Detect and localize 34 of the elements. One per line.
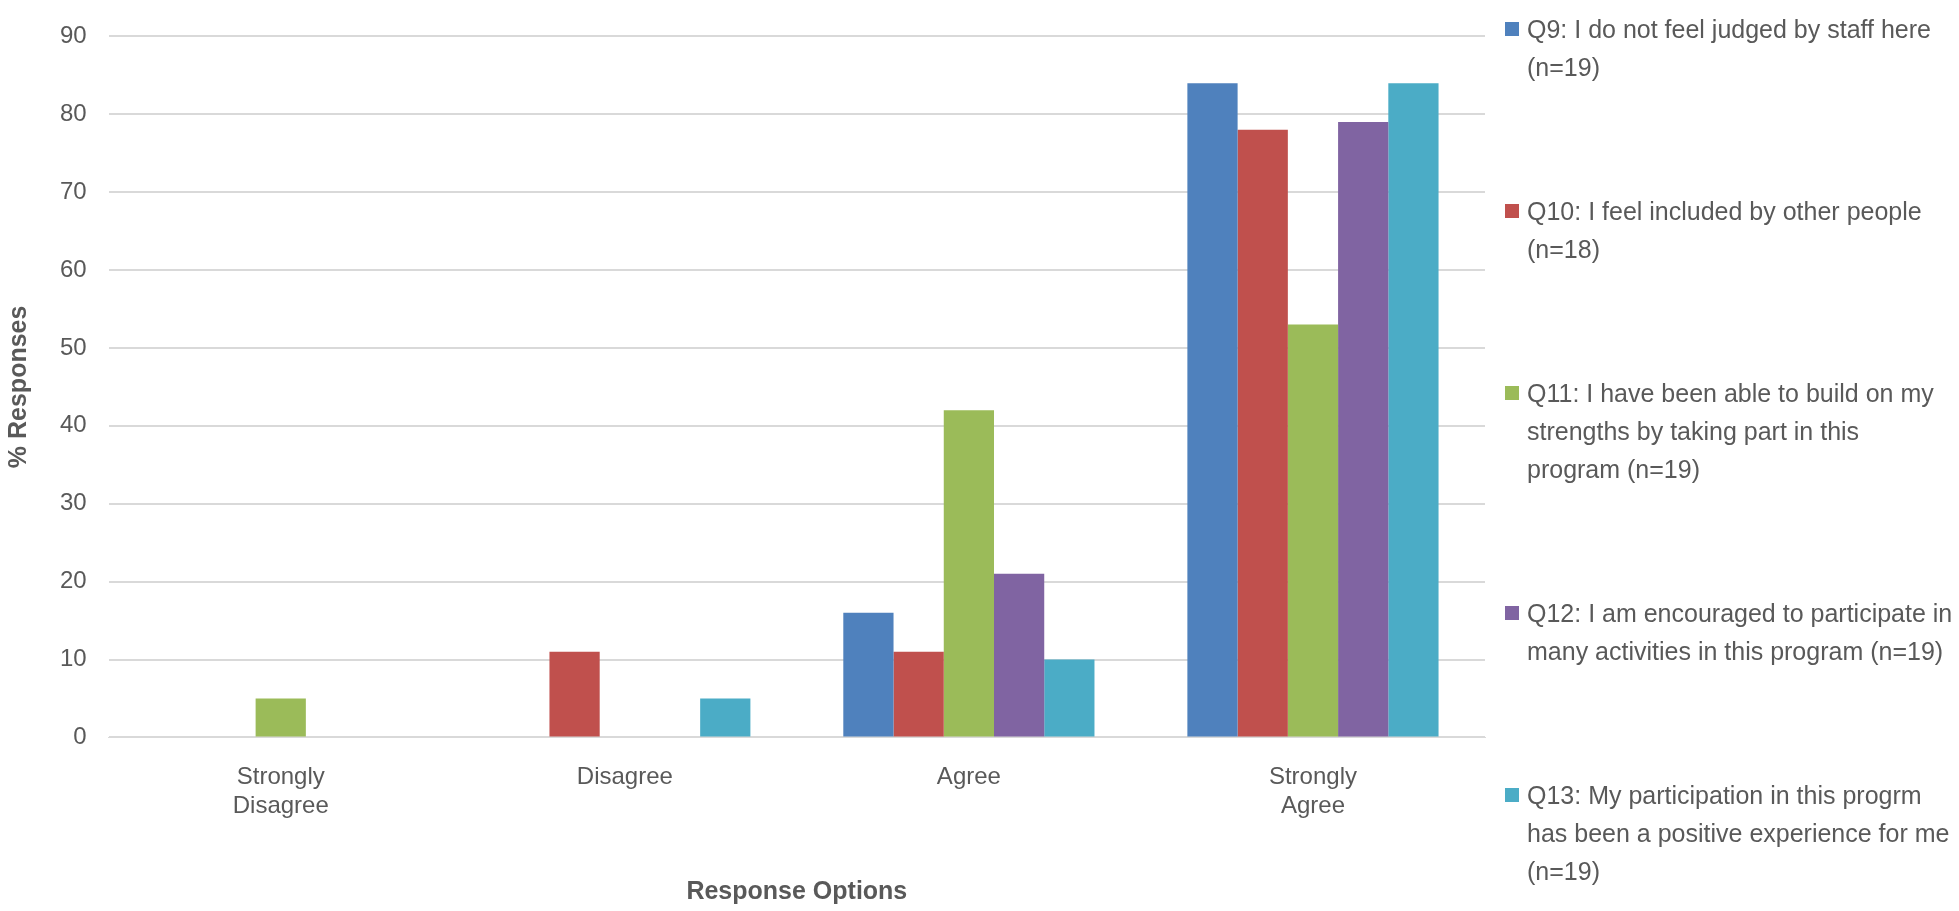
x-tick-label: Agree [936,762,1001,790]
y-tick-label: 20 [59,566,87,594]
legend-label: Q10: I feel included by other people (n=18) [1527,196,1923,265]
bar [549,651,600,737]
y-tick-label: 80 [59,98,87,126]
y-tick-label: 0 [73,722,87,750]
x-axis-title: Response Options [686,875,908,904]
legend-label: Q13: My participation in this progrm has been a positive experience for me (n=19) [1527,780,1951,887]
y-tick-label: 50 [59,332,87,360]
bar [1338,122,1389,737]
bar [1044,659,1095,737]
y-tick-label: 90 [59,21,87,49]
bar [700,698,751,737]
bar [943,410,994,737]
legend-label: Q12: I am encouraged to participate in many activities in this program (n=19) [1527,598,1954,667]
bar [1388,83,1439,737]
x-tick-label: Strongly Disagree [232,762,329,819]
y-tick-label: 70 [59,176,87,204]
bar [1287,324,1339,737]
bar [893,651,944,737]
x-tick-label: Strongly Agree [1268,762,1357,819]
bar [994,573,1045,737]
bar [1237,129,1288,737]
bar [255,698,306,737]
x-tick-label: Disagree [576,762,673,790]
y-tick-label: 60 [59,254,87,282]
y-tick-label: 10 [59,644,87,672]
y-tick-label: 40 [59,410,87,438]
y-tick-label: 30 [59,488,87,516]
legend-label: Q9: I do not feel judged by staff here (n=19) [1527,14,1932,83]
legend-label: Q11: I have been able to build on my strengths by taking part in this program (n=19) [1527,378,1935,485]
bar [843,612,894,737]
y-axis-title: % Responses [2,305,31,469]
bar [1187,83,1238,737]
